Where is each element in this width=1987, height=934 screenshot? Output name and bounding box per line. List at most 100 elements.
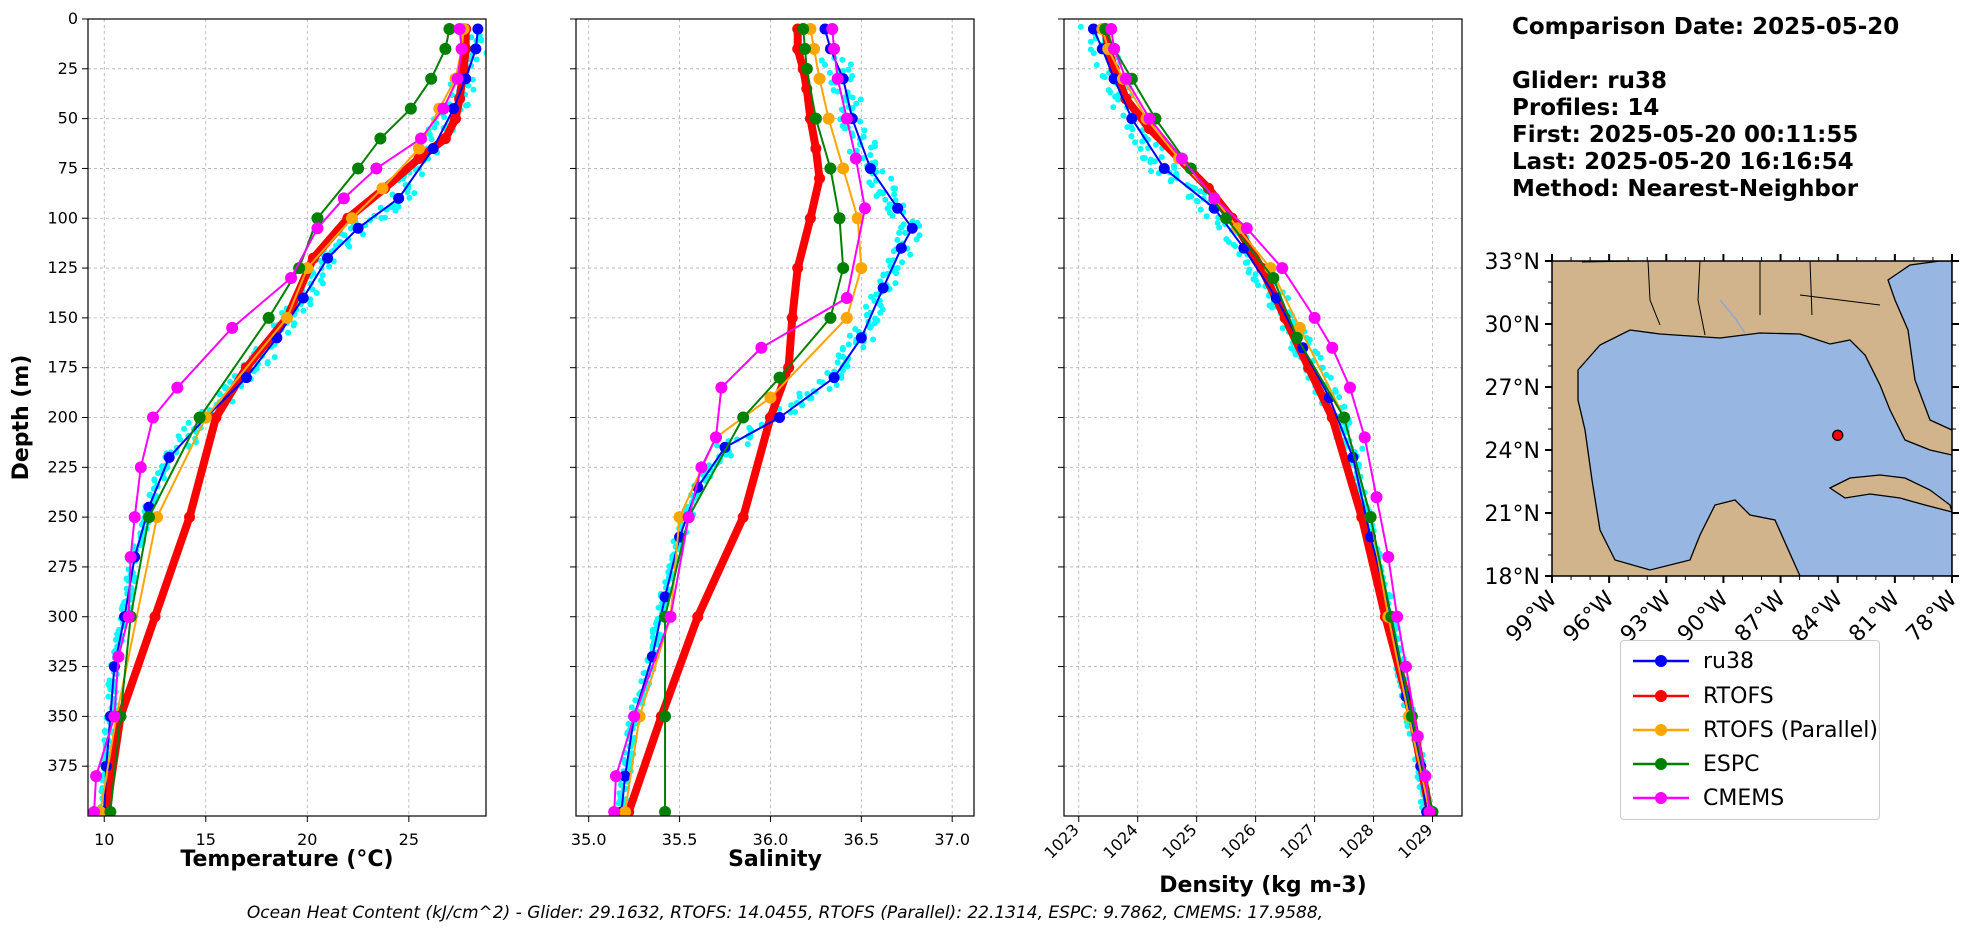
glider-point [151, 476, 158, 483]
x-tick-label: 35.0 [571, 830, 607, 849]
glider-point [1341, 403, 1348, 410]
series-marker [828, 372, 840, 384]
series-marker [293, 262, 306, 275]
map-lon-label: 99°W [1502, 586, 1563, 647]
series-marker [240, 372, 252, 384]
glider-point [839, 346, 846, 353]
glider-point [1132, 139, 1139, 146]
legend-swatch-rtofs-parallel [1633, 724, 1689, 736]
glider-point [822, 61, 829, 68]
map-lat-label: 24°N [1485, 439, 1540, 464]
series-rtofs [1099, 23, 1436, 816]
glider-point [1250, 276, 1257, 283]
y-tick-label: 275 [47, 557, 78, 576]
series-cmems [88, 22, 468, 816]
y-tick-label: 325 [47, 657, 78, 676]
glider-point [867, 151, 874, 158]
glider-point [868, 182, 875, 189]
series-marker [262, 311, 275, 324]
glider-point [885, 257, 892, 264]
series-marker [142, 511, 155, 524]
series-marker [813, 72, 826, 85]
glider-point [1171, 162, 1178, 169]
series-marker [824, 311, 837, 324]
atlantic-ocean [1887, 261, 1952, 431]
series-marker [108, 710, 121, 723]
series-marker [370, 162, 383, 175]
gulf-ocean [1577, 329, 1952, 576]
series-marker [833, 212, 846, 225]
series-marker [149, 611, 161, 623]
series-marker [413, 152, 425, 164]
series-marker [855, 332, 867, 344]
border-line [1647, 261, 1661, 326]
glider-point [1245, 269, 1252, 276]
series-cmems [608, 22, 871, 816]
series-marker [448, 103, 460, 115]
series-marker [1087, 23, 1099, 35]
glider-point [185, 419, 192, 426]
series-marker [692, 611, 704, 623]
series-espc [659, 22, 850, 816]
legend-swatch-cmems [1633, 792, 1689, 804]
glider-point [1292, 351, 1299, 358]
glider-point [839, 367, 846, 374]
series-marker [786, 312, 798, 324]
series-marker [460, 73, 472, 85]
series-marker [837, 162, 850, 175]
x-tick-label: 1023 [1041, 820, 1083, 862]
series-marker [737, 411, 750, 424]
glider-point [404, 189, 411, 196]
series-marker [128, 511, 141, 524]
x-tick-label: 36.5 [844, 830, 880, 849]
glider-point [1105, 87, 1112, 94]
glider-point [830, 87, 837, 94]
series-marker [1143, 112, 1156, 125]
series-line [1110, 27, 1431, 814]
glider-name: Glider: ru38 [1512, 68, 1667, 94]
glider-point [1115, 96, 1122, 103]
series-marker [285, 272, 298, 285]
glider-point [1359, 445, 1366, 452]
glider-point [1152, 141, 1159, 148]
series-marker [831, 72, 844, 85]
map-lon-label: 90°W [1673, 586, 1734, 647]
glider-point [792, 409, 799, 416]
series-marker [774, 412, 786, 423]
series-marker [1267, 272, 1280, 285]
y-tick-label: 50 [58, 109, 78, 128]
x-axis-label: Salinity [728, 847, 822, 872]
glider-point [1124, 124, 1131, 131]
x-axis-label: Temperature (°C) [180, 847, 393, 872]
series-marker [798, 42, 811, 55]
y-tick-label: 175 [47, 358, 78, 377]
series-marker [193, 411, 206, 424]
glider-point [847, 76, 854, 83]
glider-point [890, 185, 897, 192]
series-marker [443, 22, 456, 35]
series-marker [1276, 262, 1289, 275]
glider-point [112, 636, 119, 643]
glider-point [105, 693, 112, 700]
glider-point [863, 303, 870, 310]
glider-point [1332, 386, 1339, 393]
series-marker [695, 461, 708, 474]
map-lat-label: 18°N [1485, 565, 1540, 590]
glider-point [341, 232, 348, 239]
glider-point [706, 462, 713, 469]
series-marker [814, 172, 826, 184]
glider-point [892, 280, 899, 287]
first-time: First: 2025-05-20 00:11:55 [1512, 122, 1859, 148]
series-marker [659, 591, 671, 603]
series-marker [1240, 222, 1253, 235]
legend-item: RTOFS [1631, 681, 1774, 711]
glider-point [102, 729, 109, 736]
glider-point [1128, 133, 1135, 140]
glider-point [1168, 176, 1175, 183]
x-tick-label: 15 [196, 830, 216, 849]
y-tick-label: 225 [47, 457, 78, 476]
glider-point [655, 604, 662, 611]
series-marker [664, 610, 677, 623]
legend: ru38 RTOFS RTOFS (Parallel) ESPC CMEMS [1620, 640, 1880, 820]
series-marker [1293, 321, 1306, 334]
